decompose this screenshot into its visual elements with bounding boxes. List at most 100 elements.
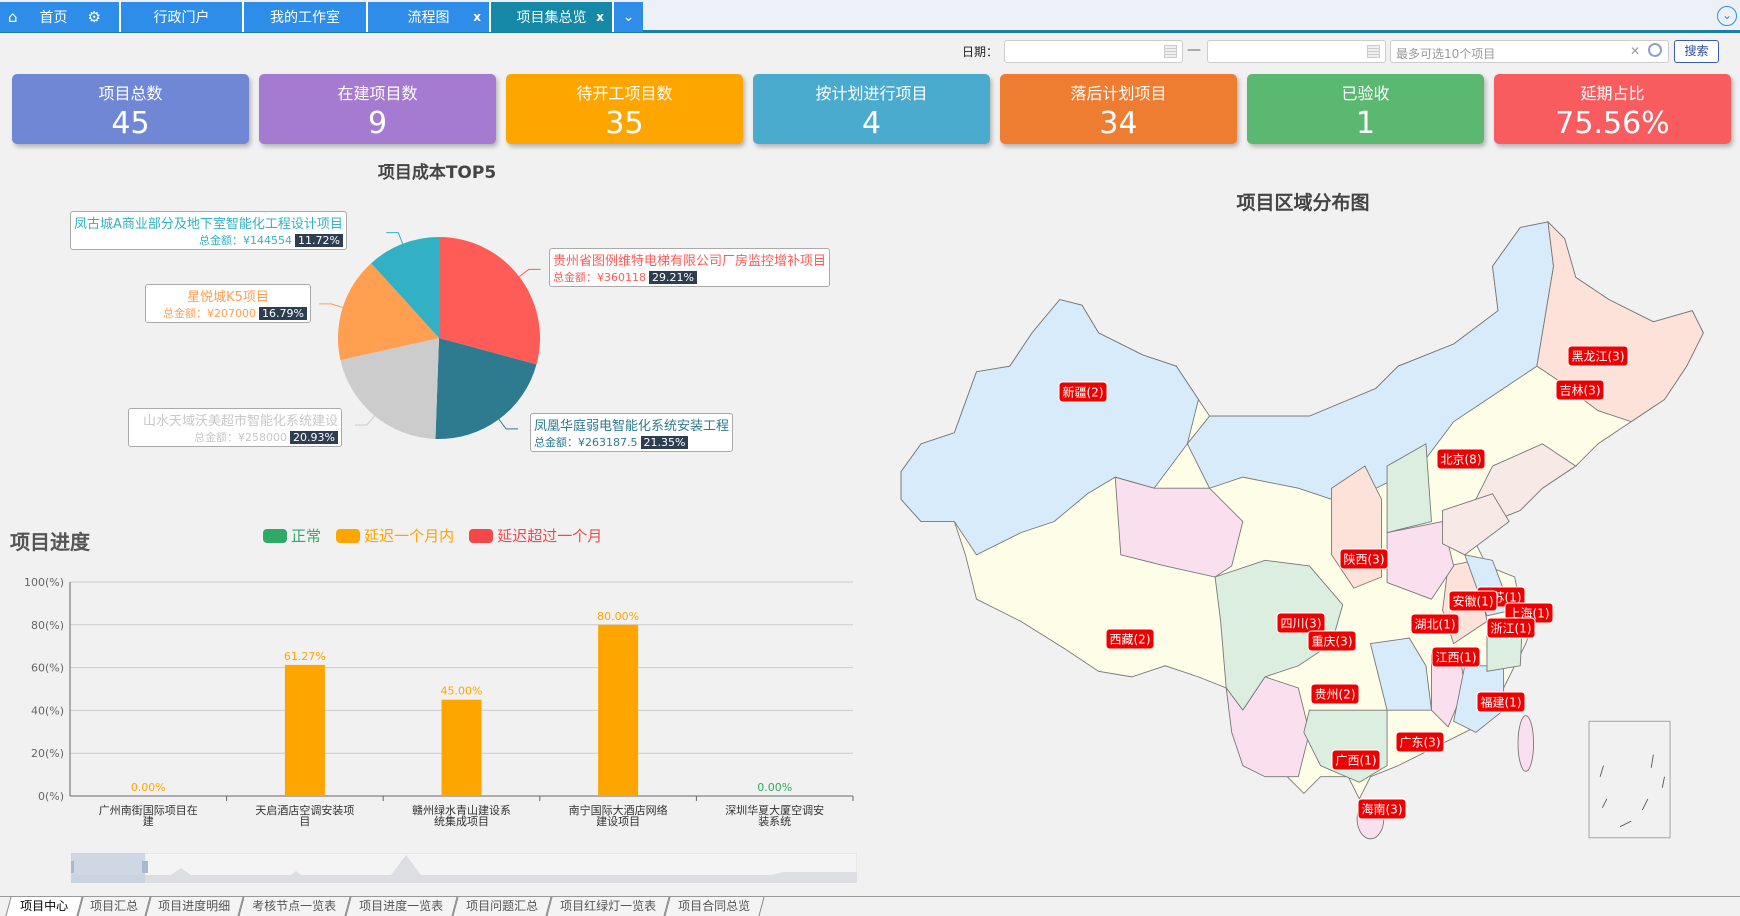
pie-slice[interactable] (435, 338, 537, 439)
region-shanxi[interactable] (1386, 443, 1432, 534)
calendar-icon[interactable] (1367, 45, 1380, 58)
stat-card[interactable]: 项目总数 45 (12, 74, 249, 144)
calendar-icon[interactable] (1164, 45, 1177, 58)
region-count-label[interactable]: 重庆(3) (1307, 630, 1357, 652)
stat-card-value: 4 (861, 106, 882, 141)
legend-delay-over-month[interactable]: 延迟超过一个月 (469, 525, 602, 546)
bar-value-label: 80.00% (597, 610, 639, 623)
clear-icon[interactable]: ✕ (1629, 44, 1640, 58)
x-category-label: 广州南街国际项目在 (99, 803, 198, 817)
pie-slice[interactable] (439, 237, 540, 365)
data-zoom-handle-right[interactable] (142, 861, 148, 873)
bottom-tab[interactable]: 项目进度一览表 (345, 897, 458, 916)
gear-icon[interactable]: ⚙ (87, 8, 101, 26)
project-select-input[interactable]: 最多可选10个项目 ✕ (1390, 40, 1669, 63)
pie-label-line (386, 232, 404, 244)
bottom-tab-label: 考核节点一览表 (252, 899, 337, 913)
region-count-label[interactable]: 江西(1) (1431, 646, 1481, 668)
bar-value-label: 45.00% (441, 685, 483, 698)
region-sichuan[interactable] (1214, 559, 1344, 711)
region-count-label[interactable]: 四川(3) (1276, 612, 1326, 634)
pie-slice[interactable] (337, 263, 439, 361)
pie-slice[interactable] (371, 237, 439, 338)
stat-card[interactable]: 在建项目数 9 (259, 74, 496, 144)
region-count-label[interactable]: 西藏(2) (1105, 628, 1155, 650)
expand-chevron-icon[interactable]: ⌄ (1717, 6, 1737, 26)
pie-label-percent: 16.79% (259, 307, 307, 320)
bottom-tab[interactable]: 项目合同总览 (664, 897, 765, 916)
region-count-label[interactable]: 北京(8) (1436, 448, 1486, 470)
tab-home-label: 首页 (39, 10, 68, 26)
stat-card[interactable]: 延期占比 75.56% (1494, 74, 1731, 144)
bottom-tab[interactable]: 项目汇总 (77, 897, 151, 916)
stat-card[interactable]: 已验收 1 (1247, 74, 1484, 144)
region-count-label[interactable]: 福建(1) (1476, 691, 1526, 713)
end-date-input[interactable] (1207, 40, 1386, 63)
region-yunnan[interactable] (1225, 676, 1310, 778)
region-hunan[interactable] (1369, 637, 1432, 711)
legend-swatch (336, 528, 361, 543)
pie-label: 贵州省图例维特电梯有限公司厂房监控增补项目 总金额：¥360118 29.21% (549, 248, 831, 287)
region-count-label[interactable]: 广西(1) (1331, 749, 1381, 771)
region-count-label[interactable]: 黑龙江(3) (1567, 345, 1629, 367)
region-count-label[interactable]: 湖北(1) (1410, 613, 1460, 635)
tab-project-overview[interactable]: 项目集总览 x (491, 2, 614, 32)
search-icon[interactable] (1648, 43, 1662, 57)
legend-swatch (263, 528, 287, 543)
tab-admin-portal[interactable]: 行政门户 (121, 2, 244, 32)
stat-card[interactable]: 落后计划项目 34 (1000, 74, 1237, 144)
x-category-label: 赣州绿水青山建设系 (412, 803, 511, 817)
legend-delay-within-month[interactable]: 延迟一个月内 (336, 525, 454, 546)
region-count-label[interactable]: 贵州(2) (1310, 683, 1360, 705)
tab-home[interactable]: ⌂ 首页 ⚙ (0, 2, 121, 32)
bottom-tab[interactable]: 项目红绿灯一览表 (546, 897, 670, 916)
region-heilongjiang[interactable] (1536, 220, 1704, 423)
region-count-label[interactable]: 新疆(2) (1058, 381, 1108, 403)
stat-card-title: 待开工项目数 (576, 84, 673, 103)
tab-my-workspace[interactable]: 我的工作室 (244, 2, 368, 32)
legend-label: 正常 (291, 527, 322, 545)
close-icon[interactable]: x (473, 10, 481, 24)
region-count-label[interactable]: 浙江(1) (1486, 617, 1536, 639)
tab-flowchart[interactable]: 流程图 x (368, 2, 491, 32)
stat-card[interactable]: 待开工项目数 35 (506, 74, 743, 144)
pie-label-name: 山水天域沃美超市智能化系统建设 (142, 414, 338, 429)
region-shandong[interactable] (1442, 493, 1510, 556)
stat-card-value: 9 (367, 106, 388, 141)
data-zoom-handle-left[interactable] (71, 861, 74, 873)
bottom-tab[interactable]: 项目中心 (5, 897, 83, 916)
data-zoom-window[interactable] (71, 853, 145, 883)
tab-dropdown-button[interactable]: ⌄ (614, 2, 643, 32)
close-icon[interactable]: x (596, 10, 604, 24)
region-taiwan[interactable] (1517, 715, 1535, 772)
x-category-label: 南宁国际大酒店网络 (569, 803, 668, 817)
bottom-tab[interactable]: 考核节点一览表 (238, 897, 351, 916)
chevron-down-icon: ⌄ (622, 9, 635, 25)
bottom-tab[interactable]: 项目问题汇总 (452, 897, 552, 916)
bottom-tab[interactable]: 项目进度明细 (145, 897, 244, 916)
data-zoom-slider[interactable] (71, 853, 857, 883)
pie-label: 凤凰华庭弱电智能化系统安装工程 总金额：¥263187.5 21.35% (530, 413, 734, 452)
region-count-label[interactable]: 广东(3) (1395, 731, 1445, 753)
region-count-label[interactable]: 海南(3) (1357, 798, 1407, 820)
region-count-label[interactable]: 安徽(1) (1448, 590, 1498, 612)
legend-normal[interactable]: 正常 (263, 525, 321, 546)
search-button[interactable]: 搜索 (1674, 40, 1719, 63)
region-henan[interactable] (1386, 521, 1455, 600)
cost-pie-chart (319, 232, 541, 439)
start-date-input[interactable] (1004, 40, 1183, 63)
region-count-label[interactable]: 陕西(3) (1339, 548, 1389, 570)
stat-card[interactable]: 按计划进行项目 4 (753, 74, 990, 144)
nine-dash-line (1599, 754, 1665, 828)
pie-slice[interactable] (340, 338, 439, 439)
stat-card-title: 按计划进行项目 (815, 84, 928, 103)
stat-card-value: 45 (111, 106, 150, 141)
region-xinjiang[interactable] (900, 299, 1199, 556)
pie-label: 星悦城K5项目 总金额：¥207000 16.79% (145, 284, 311, 323)
legend-swatch (469, 528, 494, 543)
region-count-label[interactable]: 吉林(3) (1555, 379, 1605, 401)
pie-label-name: 凤凰华庭弱电智能化系统安装工程 (534, 419, 730, 434)
region-qinghai[interactable] (1114, 476, 1244, 578)
progress-chart-title: 项目进度 (10, 530, 90, 554)
